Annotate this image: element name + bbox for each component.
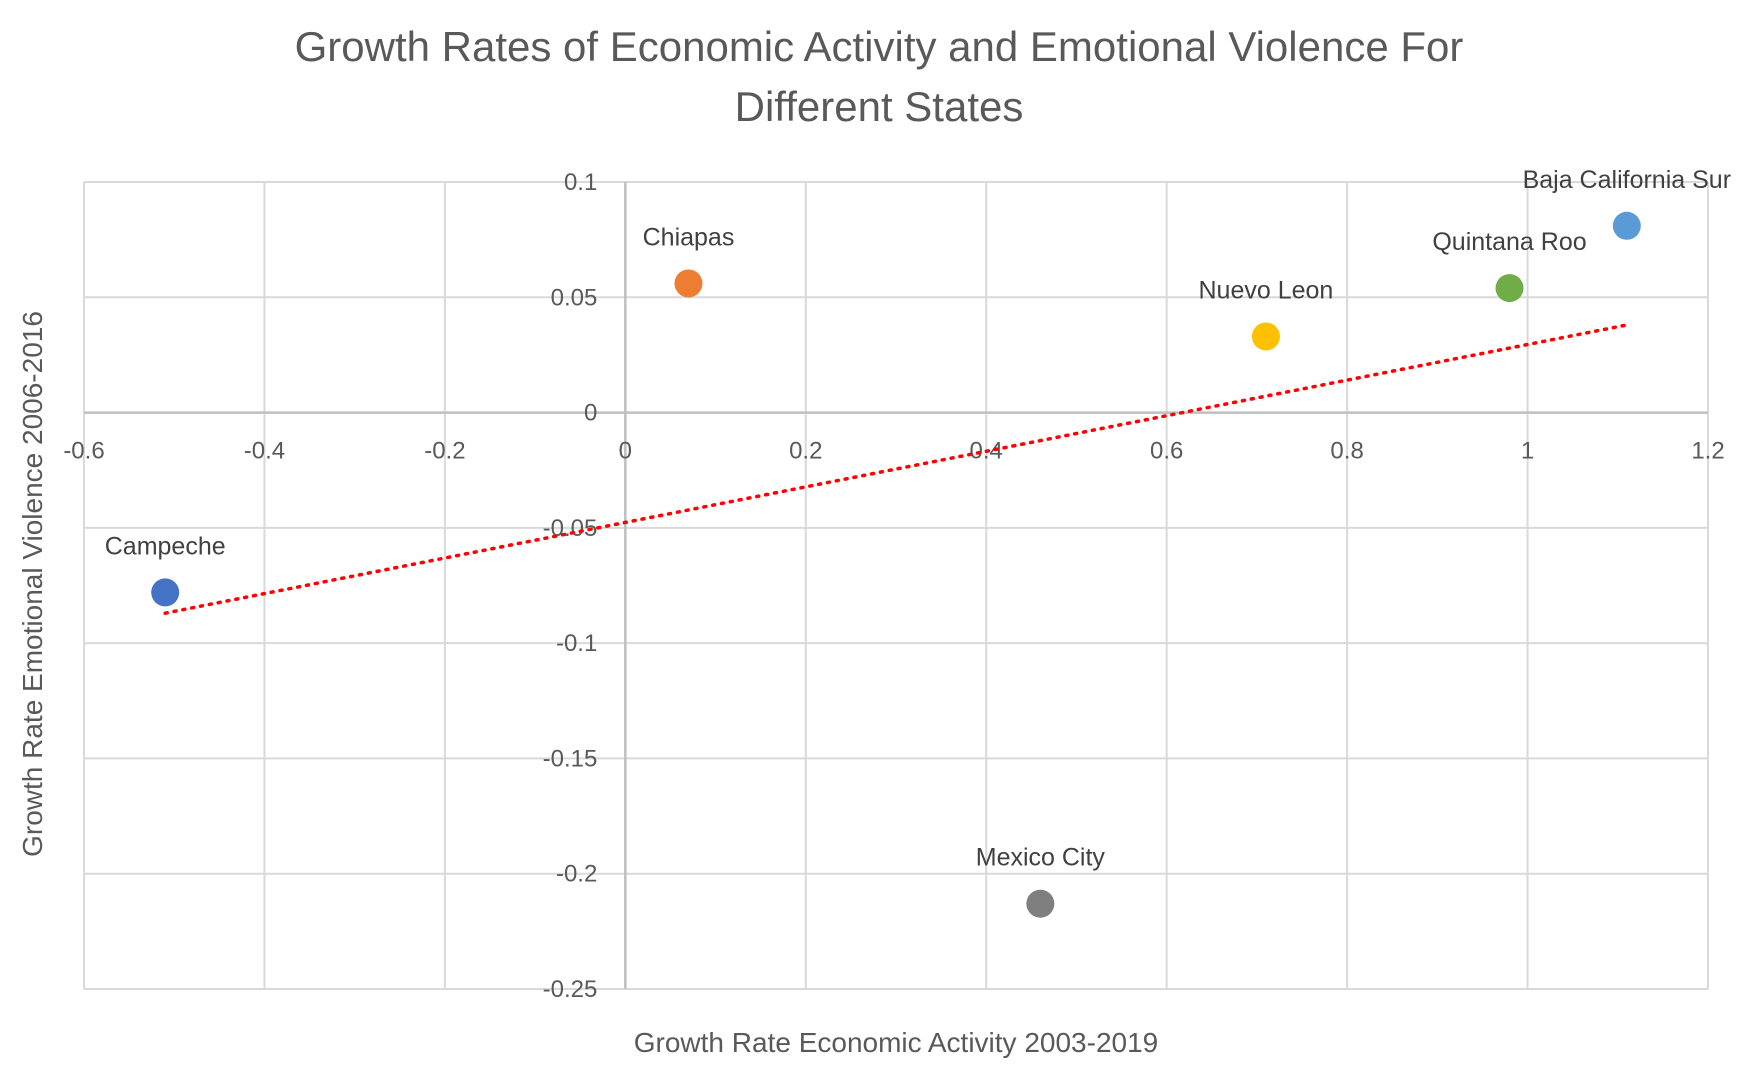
x-tick-label: 0.2 [789, 438, 822, 465]
y-axis-title: Growth Rate Emotional Violence 2006-2016 [17, 311, 48, 857]
y-tick-label: -0.15 [543, 745, 598, 772]
trendline-group [163, 323, 1629, 615]
axes [84, 182, 1708, 989]
x-tick-label: 0 [619, 438, 632, 465]
y-tick-label: -0.25 [543, 976, 598, 1003]
x-tick-label: -0.2 [424, 438, 465, 465]
x-tick-label: -0.6 [63, 438, 104, 465]
y-tick-label: 0.05 [551, 284, 598, 311]
data-label: Baja California Sur [1523, 166, 1731, 194]
chart-title-line-2: Different States [735, 83, 1024, 130]
trendline [163, 323, 1629, 615]
chart-title-line-1: Growth Rates of Economic Activity and Em… [295, 23, 1464, 70]
data-point [1251, 322, 1280, 351]
y-tick-label: 0.1 [564, 169, 597, 196]
data-label: Chiapas [643, 223, 735, 251]
data-label: Nuevo Leon [1198, 276, 1333, 304]
x-tick-label: 0.6 [1150, 438, 1183, 465]
data-point [1026, 889, 1055, 918]
x-tick-label: 1.2 [1691, 438, 1724, 465]
data-point [1612, 211, 1641, 240]
data-label: Mexico City [976, 844, 1106, 872]
gridlines [83, 181, 1709, 990]
data-label: Campeche [105, 532, 226, 560]
x-tick-label: 1 [1521, 438, 1534, 465]
y-tick-label: -0.2 [556, 861, 597, 888]
y-tick-label: -0.1 [556, 630, 597, 657]
x-tick-label: -0.4 [244, 438, 285, 465]
y-tick-label: 0 [584, 400, 597, 427]
chart-title-group: Growth Rates of Economic Activity and Em… [295, 23, 1464, 130]
data-point [674, 269, 703, 298]
data-point-labels: Campeche Chiapas Mexico City Nuevo Leon Quin… [105, 166, 1731, 872]
data-point [151, 578, 180, 607]
tick-labels: -0.6 -0.4 -0.2 0 0.2 0.4 0.6 0.8 1 1.20.10.050-0.… [63, 169, 1724, 1003]
data-label: Quintana Roo [1432, 228, 1586, 256]
x-tick-label: 0.8 [1330, 438, 1363, 465]
data-point [1495, 274, 1524, 303]
x-axis-title: Growth Rate Economic Activity 2003-2019 [634, 1027, 1158, 1058]
data-points [151, 211, 1641, 918]
